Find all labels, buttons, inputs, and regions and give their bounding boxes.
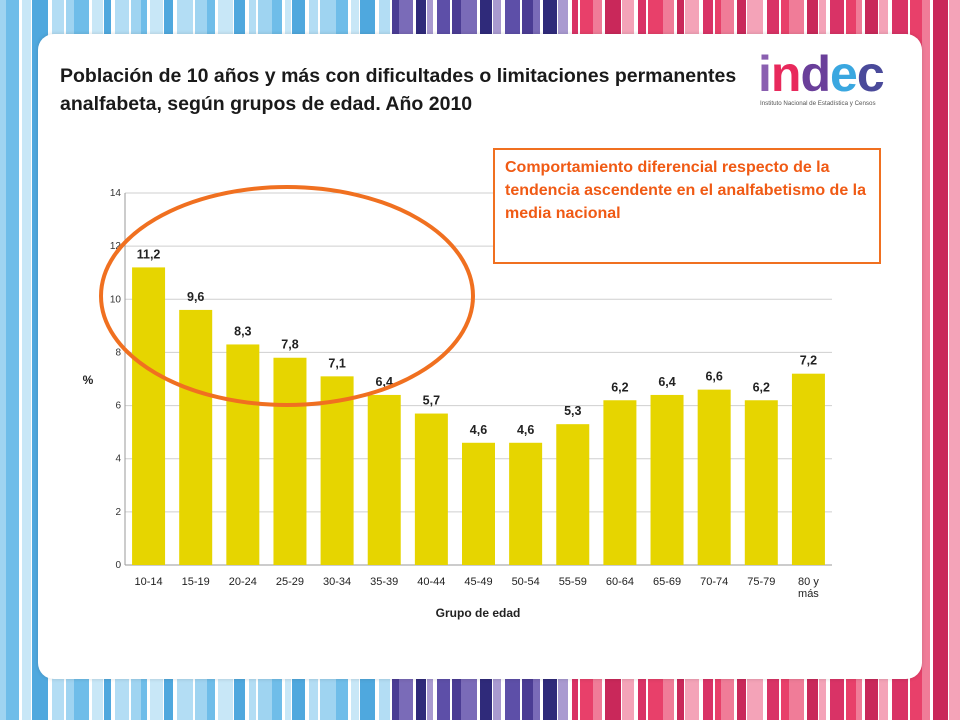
x-tick-label: 75-79	[747, 576, 775, 588]
data-label: 8,3	[234, 324, 251, 338]
y-tick-label: 4	[115, 454, 121, 465]
bar	[367, 394, 401, 565]
bar	[697, 389, 731, 565]
data-label: 6,4	[658, 375, 675, 389]
data-label: 5,3	[564, 404, 581, 418]
x-tick-label: 65-69	[653, 576, 681, 588]
bar	[509, 442, 543, 565]
indec-logo: indec Instituto Nacional de Estadística …	[758, 46, 908, 112]
logo-letter: i	[758, 46, 772, 102]
x-tick-label: 20-24	[229, 576, 257, 588]
x-tick-label: 55-59	[559, 576, 587, 588]
bg-stripe	[6, 0, 19, 720]
page-title: Población de 10 años y más con dificulta…	[60, 65, 737, 115]
bar	[744, 400, 778, 565]
logo-letter: n	[770, 46, 802, 102]
bg-stripe	[22, 0, 31, 720]
y-tick-label: 14	[110, 188, 122, 199]
data-label: 7,2	[800, 354, 817, 368]
x-tick-label: 30-34	[323, 576, 351, 588]
bar	[273, 357, 307, 565]
bar	[320, 376, 354, 565]
highlight-ellipse	[99, 185, 475, 407]
y-tick-label: 6	[115, 401, 121, 412]
logo-letter: c	[856, 46, 885, 102]
x-tick-label: 50-54	[512, 576, 540, 588]
x-tick-label: 80 y	[798, 576, 819, 588]
bar	[179, 309, 213, 565]
logo-letter: e	[830, 46, 858, 102]
y-tick-label: 8	[115, 347, 121, 358]
logo-subtitle: Instituto Nacional de Estadística y Cens…	[760, 100, 876, 107]
annotation-box: Comportamiento diferencial respecto de l…	[493, 148, 881, 264]
logo-letter: d	[800, 46, 831, 102]
bg-stripe	[0, 0, 6, 720]
y-tick-label: 2	[115, 507, 121, 518]
y-tick-label: 0	[115, 560, 121, 571]
x-axis-label: Grupo de edad	[436, 606, 521, 620]
x-tick-label: más	[798, 588, 819, 600]
x-tick-label: 10-14	[134, 576, 162, 588]
bar	[226, 344, 260, 565]
data-label: 5,7	[423, 394, 440, 408]
bar	[132, 267, 166, 565]
data-label: 11,2	[137, 247, 161, 261]
x-tick-label: 15-19	[182, 576, 210, 588]
data-label: 7,1	[328, 356, 345, 370]
x-tick-label: 60-64	[606, 576, 634, 588]
bar	[603, 400, 637, 565]
data-label: 9,6	[187, 290, 204, 304]
bg-stripe	[922, 0, 930, 720]
logo-wordmark: indec	[758, 46, 885, 102]
data-label: 6,2	[611, 380, 628, 394]
data-label: 4,6	[470, 423, 487, 437]
bar	[462, 442, 495, 565]
y-axis-label: %	[83, 373, 94, 387]
data-label: 4,6	[517, 423, 534, 437]
data-label: 6,2	[753, 380, 770, 394]
bar	[556, 424, 590, 565]
x-tick-label: 25-29	[276, 576, 304, 588]
x-tick-label: 40-44	[417, 576, 445, 588]
bar	[414, 413, 448, 565]
y-tick-label: 10	[110, 294, 122, 305]
y-tick-label: 12	[110, 241, 122, 252]
bg-stripe	[933, 0, 948, 720]
data-label: 6,6	[705, 370, 722, 384]
bar	[791, 373, 825, 565]
bar	[650, 394, 684, 565]
data-label: 7,8	[281, 338, 298, 352]
x-tick-label: 35-39	[370, 576, 398, 588]
bg-stripe	[949, 0, 960, 720]
x-tick-label: 70-74	[700, 576, 728, 588]
x-tick-label: 45-49	[464, 576, 492, 588]
